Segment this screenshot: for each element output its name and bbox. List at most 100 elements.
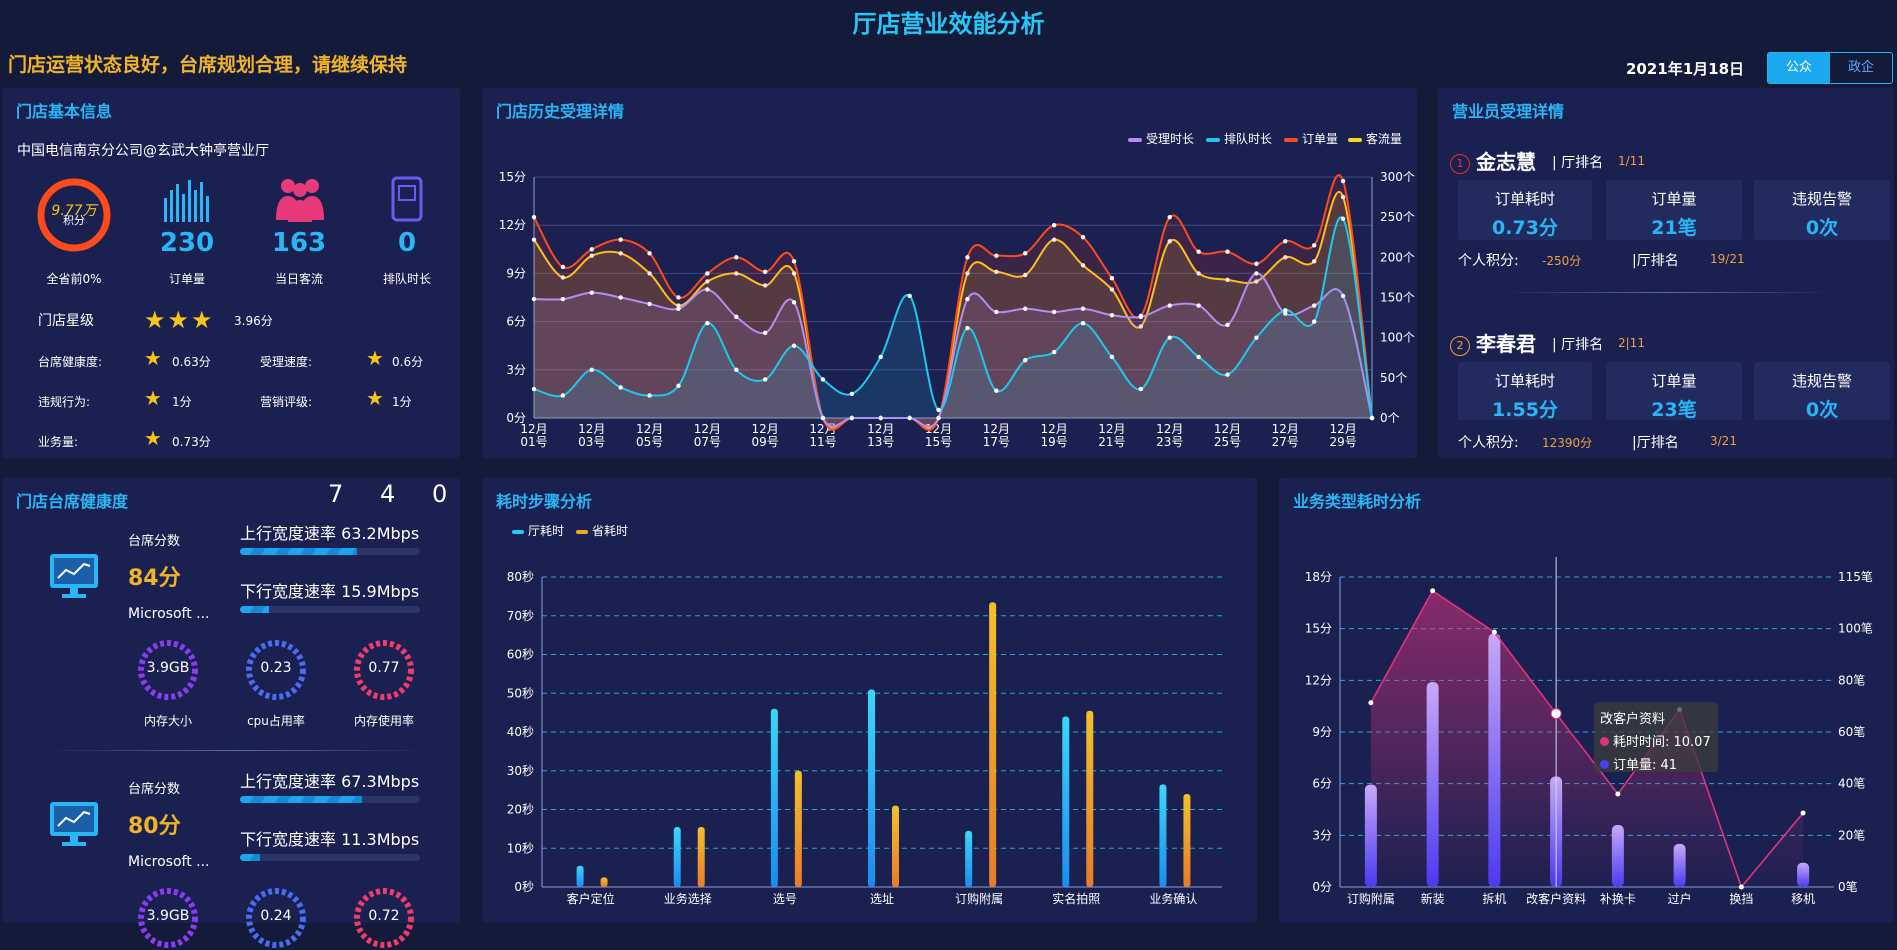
data-point (589, 367, 594, 372)
rank-badge: 1 (1450, 154, 1470, 174)
data-point (705, 271, 710, 276)
desk-health-panel: 门店台席健康度 7 4 0 台席分数 84分 Microsoft ... 上行宽… (2, 478, 460, 948)
y-tick-label: 0秒 (514, 880, 534, 894)
series-area (534, 273, 1372, 427)
biz-panel: 业务类型耗时分析 0分 3分 6分 9分 12分 15分 18分 0笔 20笔 40笔 60笔 80笔… (1279, 478, 1894, 923)
x-tick-label: 订购附属 (955, 891, 1003, 906)
data-point (1283, 311, 1288, 316)
desk-os: Microsoft ... (128, 854, 210, 870)
chart-tooltip: 改客户资料 耗时时间: 10.07 订单量: 41 (1594, 702, 1718, 773)
points-value: -250分 (1542, 254, 1582, 268)
data-point (1254, 279, 1259, 284)
legend-item[interactable]: 订单量 (1284, 130, 1338, 147)
upload-rate-bar (240, 796, 420, 803)
score-ring (37, 178, 111, 252)
download-rate-bar (240, 854, 420, 861)
rank-label: |厅排名 (1632, 435, 1679, 451)
legend-item[interactable]: 排队时长 (1206, 130, 1272, 147)
x-tick-label: 订购附属 (1347, 891, 1395, 906)
data-point (1051, 223, 1057, 228)
star-rating-label: 门店星级 (38, 313, 94, 329)
legend-item[interactable]: 受理时长 (1128, 130, 1194, 147)
divider (1498, 292, 1838, 293)
y-tick-label: 6分 (1312, 777, 1332, 791)
data-point (994, 253, 999, 258)
y-tick-label: 0分 (1312, 880, 1332, 894)
y-tick-label: 60秒 (507, 648, 534, 662)
data-point (1550, 708, 1562, 720)
y-tick-label: 40秒 (507, 725, 534, 739)
data-point (705, 287, 710, 292)
y-tick-label: 30秒 (507, 764, 534, 778)
data-point (1312, 303, 1317, 308)
rank-badge: 2 (1450, 336, 1470, 356)
data-point (734, 271, 739, 276)
data-point (1368, 700, 1374, 706)
data-point (994, 269, 999, 274)
score-value: 9.77万 (51, 203, 97, 219)
x-tick-label: 12月 05号 (636, 422, 663, 449)
data-point (1225, 372, 1230, 377)
x-tick-label: 选址 (870, 892, 894, 906)
data-point (1167, 239, 1172, 244)
data-point (676, 383, 681, 389)
series-area (534, 191, 1372, 429)
panel-title: 门店基本信息 (16, 102, 113, 121)
y-tick-label: 3分 (506, 363, 526, 377)
hall-rank-label: | 厅排名 (1552, 155, 1604, 171)
panel-title: 耗时步骤分析 (496, 492, 593, 511)
y-tick-label: 70秒 (507, 609, 534, 623)
data-point (1167, 335, 1172, 340)
half-star-icon: ★ (366, 346, 384, 370)
toggle-enterprise[interactable]: 政企 (1847, 60, 1874, 75)
data-point (762, 283, 768, 288)
data-point (1738, 884, 1744, 890)
data-point (1225, 249, 1230, 254)
desk-score-label: 台席分数 (128, 782, 181, 797)
legend-item[interactable]: 厅耗时 (512, 522, 564, 539)
legend-item[interactable]: 省耗时 (576, 522, 628, 539)
toggle-public[interactable]: 公众 (1768, 53, 1830, 83)
y2-tick-label: 200个 (1380, 250, 1415, 264)
bar (1426, 682, 1439, 887)
series-line (533, 216, 1373, 419)
status-message: 门店运营状态良好，台席规划合理，请继续保持 (8, 54, 408, 76)
data-point (676, 306, 681, 311)
x-tick-label: 12月 21号 (1098, 422, 1125, 449)
legend-item[interactable]: 客流量 (1348, 130, 1402, 147)
x-tick-label: 客户定位 (567, 891, 615, 906)
y-tick-label: 6分 (506, 315, 526, 329)
data-point (1196, 271, 1201, 276)
data-point (531, 296, 537, 302)
desk-score: 84分 (128, 566, 181, 591)
x-tick-label: 补换卡 (1600, 892, 1636, 906)
monitor-chart-icon (48, 552, 100, 604)
data-point (1023, 357, 1028, 363)
y2-tick-label: 0个 (1380, 411, 1400, 425)
score-label: 积分 (63, 214, 85, 227)
x-tick-label: 12月 23号 (1156, 422, 1183, 449)
bar (1673, 843, 1686, 887)
download-rate: 下行宽度速率 11.3Mbps (240, 830, 420, 849)
audience-toggle: 公众 政企 (1767, 52, 1893, 84)
metric-value: 0.6分 (392, 355, 424, 369)
data-point (1051, 309, 1057, 315)
counter-digit: 4 (380, 480, 396, 508)
bar (892, 805, 899, 887)
data-point (1051, 349, 1057, 355)
y2-tick-label: 300个 (1380, 170, 1415, 184)
x-tick-label: 业务确认 (1149, 891, 1197, 906)
upload-rate-bar (240, 548, 420, 555)
x-tick-label: 选号 (773, 892, 797, 906)
y-tick-label: 9分 (1312, 725, 1332, 739)
data-point (1312, 259, 1317, 264)
order-time-box: 订单耗时 1.55分 (1458, 362, 1592, 421)
tooltip-line: 耗时时间: 10.07 (1600, 731, 1718, 750)
data-point (994, 309, 999, 315)
data-point (791, 300, 797, 305)
y-tick-label: 80秒 (507, 570, 534, 584)
page-title: 厅店营业效能分析 (852, 10, 1045, 38)
data-point (820, 377, 826, 382)
data-point (762, 377, 768, 382)
